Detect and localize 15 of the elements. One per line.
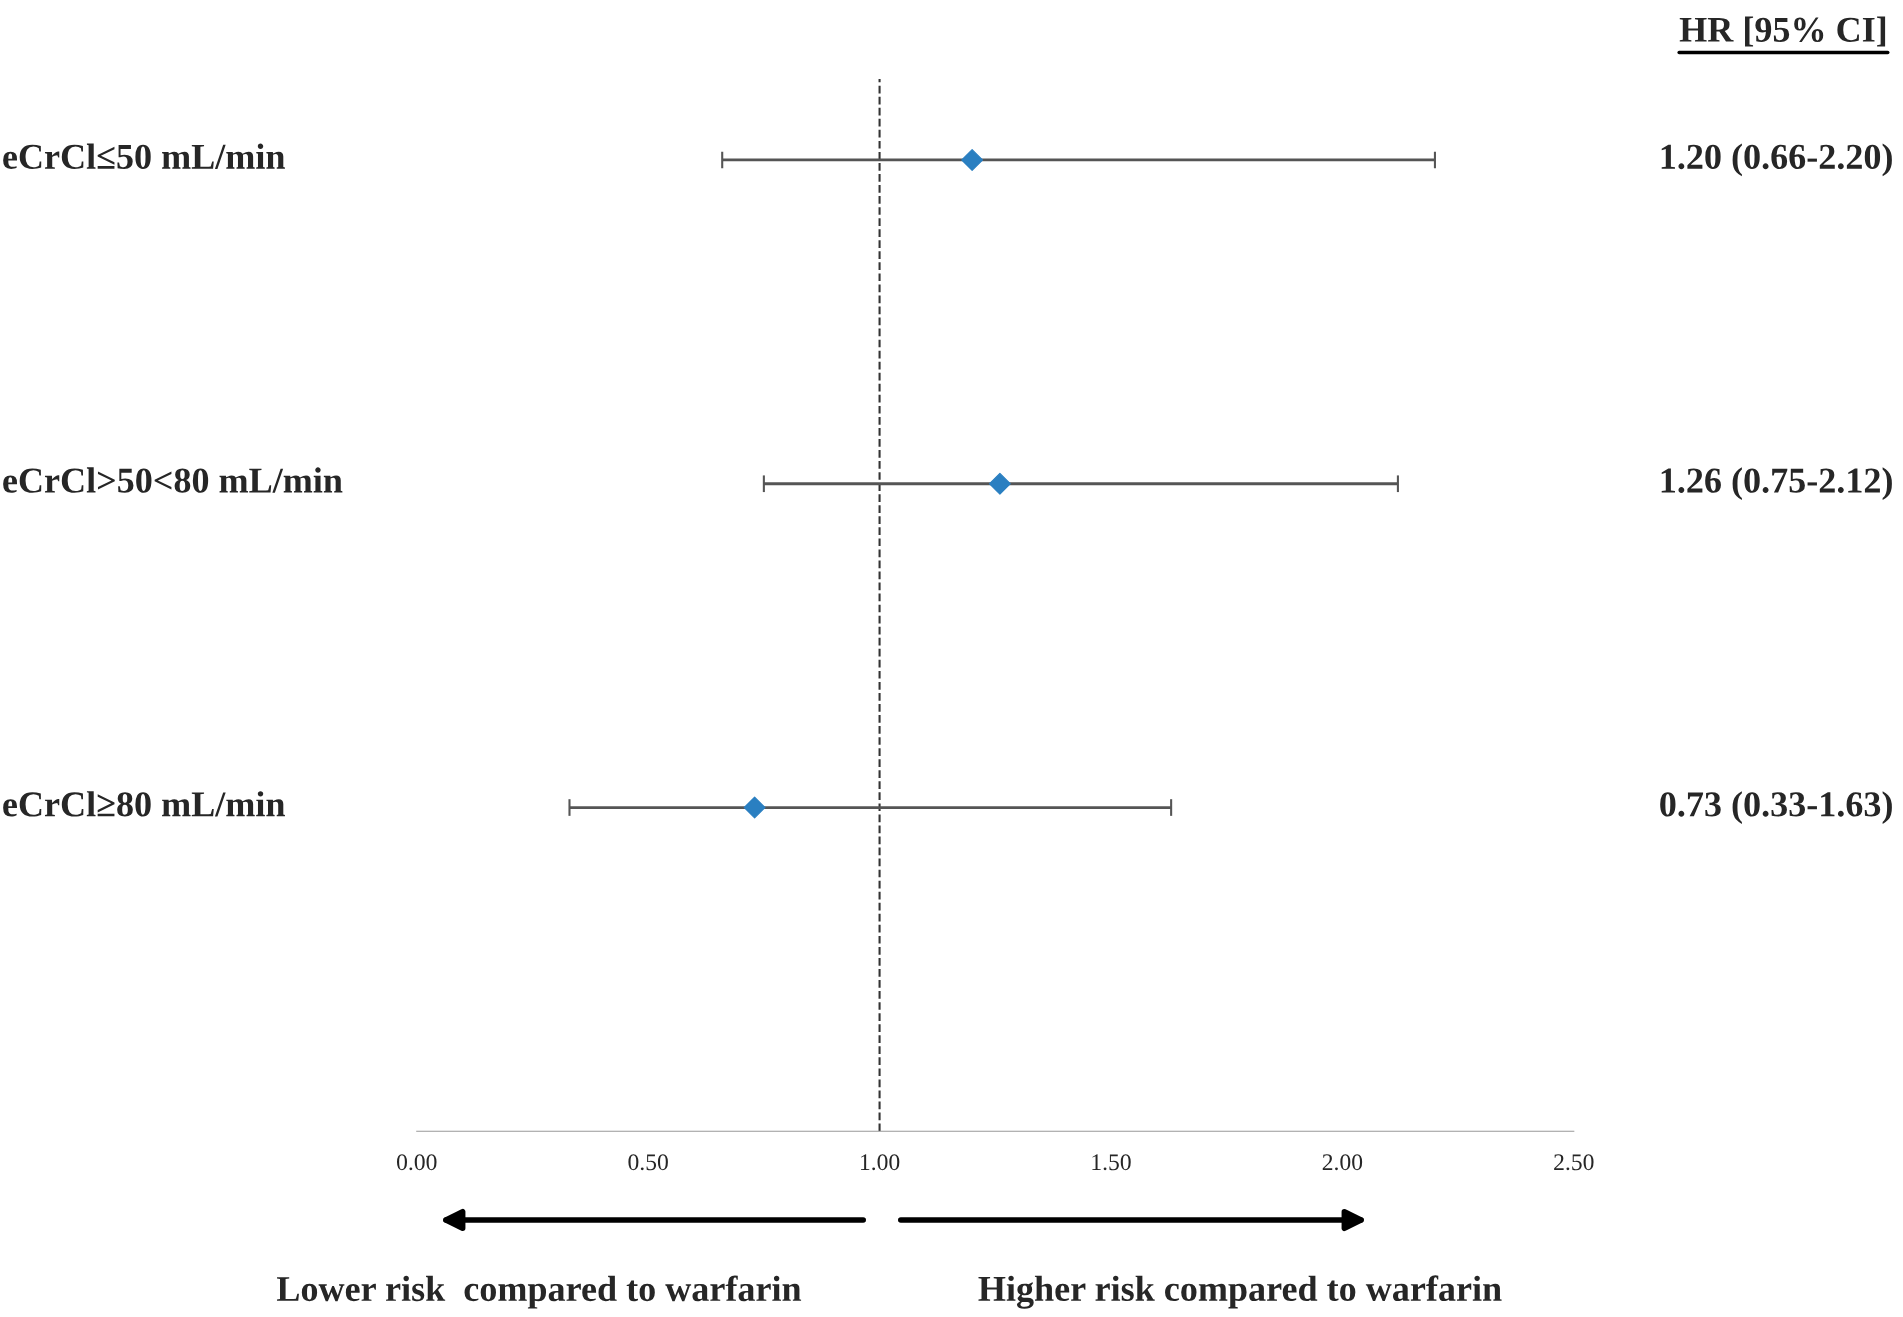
data-label: 1.20 (0.66-2.20) (1661, 143, 1892, 177)
x-tick-label: 2.50 (1554, 1154, 1594, 1171)
x-tick-label: 1.50 (1092, 1154, 1131, 1171)
text: Lower risk compared to warfarin (276, 1275, 802, 1309)
x-tick-label: 2.00 (1322, 1154, 1363, 1171)
text: Higher risk compared to warfarin (978, 1275, 1502, 1309)
x-tick-label: 0.50 (628, 1154, 668, 1171)
y-tick-label: eCrCl≥80 mL/min (3, 791, 285, 817)
data-label: 0.73 (0.33-1.63) (1660, 791, 1892, 824)
y-tick-label: eCrCl≤50 mL/min (3, 143, 285, 169)
x-tick-label: 1.00 (860, 1154, 900, 1171)
data-label: 1.26 (0.75-2.12) (1661, 467, 1892, 501)
text: HR [95% CI] (1679, 16, 1886, 47)
x-tick-label: 0.00 (397, 1154, 437, 1171)
y-tick-label: eCrCl>50<80 mL/min (3, 467, 343, 493)
